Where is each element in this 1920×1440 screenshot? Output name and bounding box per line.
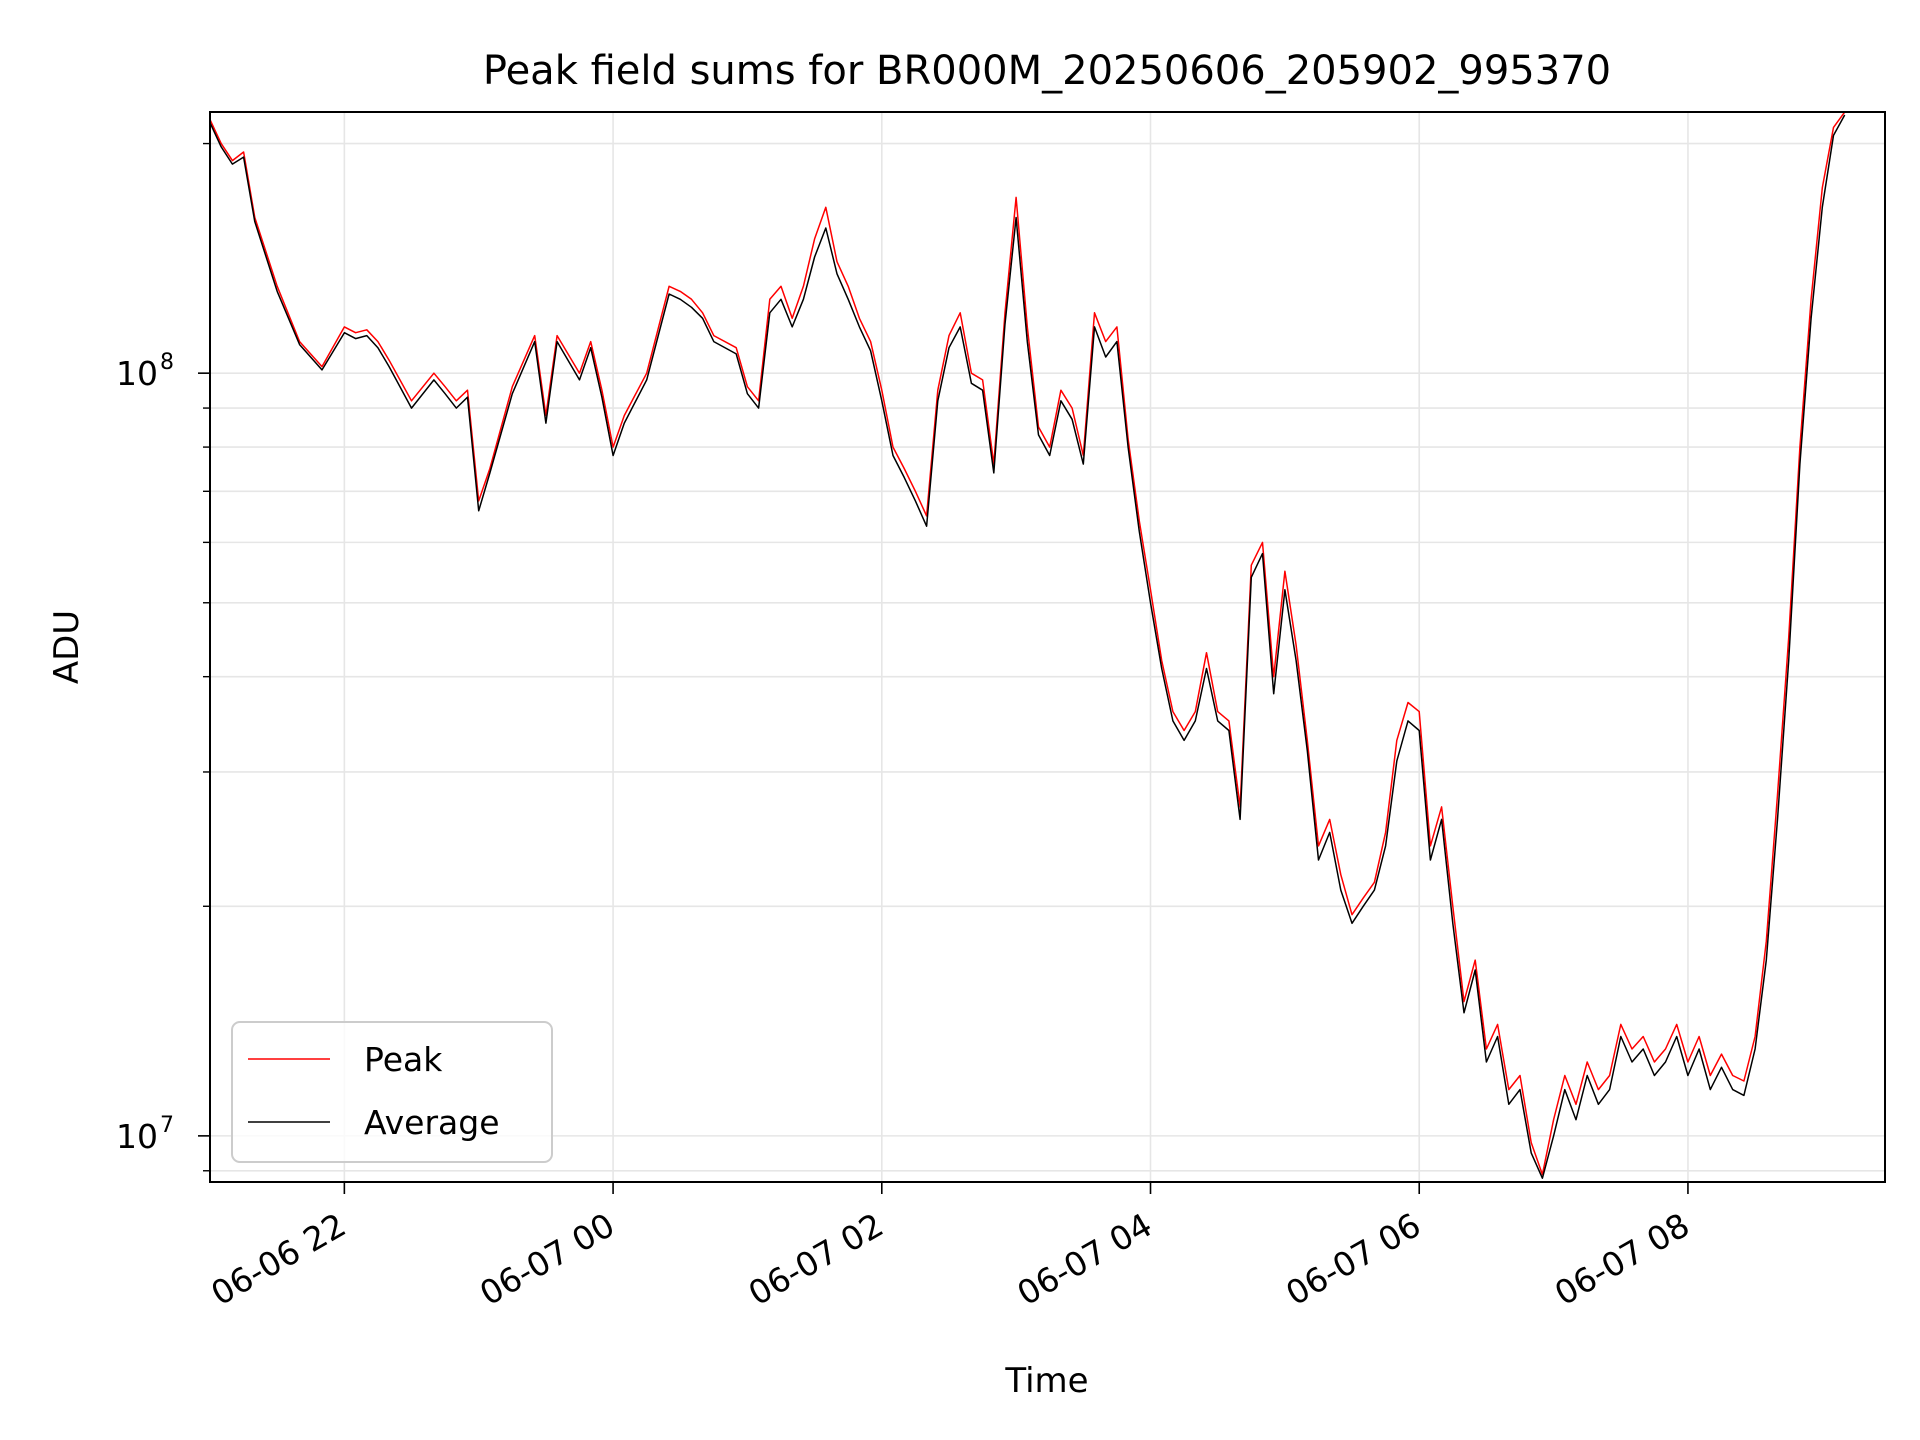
legend: Peak Average <box>231 1021 553 1163</box>
y-tick-label-exponent: 8 <box>160 350 174 375</box>
y-tick-label-exponent: 7 <box>160 1113 174 1138</box>
legend-box <box>231 1021 553 1163</box>
series-line-peak <box>210 112 1846 1176</box>
y-axis-label: ADU <box>47 610 87 684</box>
plot-frame <box>209 111 1886 1183</box>
grid <box>210 112 1885 1182</box>
chart-title: Peak field sums for BR000M_20250606_2059… <box>483 48 1611 94</box>
series-line-average <box>210 114 1846 1179</box>
series-lines <box>210 112 1846 1179</box>
plot-area <box>210 112 1885 1182</box>
legend-label-average: Average <box>364 1103 500 1142</box>
x-axis-label: Time <box>1004 1361 1088 1401</box>
y-tick-label: 10 <box>116 1117 158 1156</box>
y-tick-label: 10 <box>116 354 158 393</box>
legend-label-peak: Peak <box>364 1040 443 1079</box>
